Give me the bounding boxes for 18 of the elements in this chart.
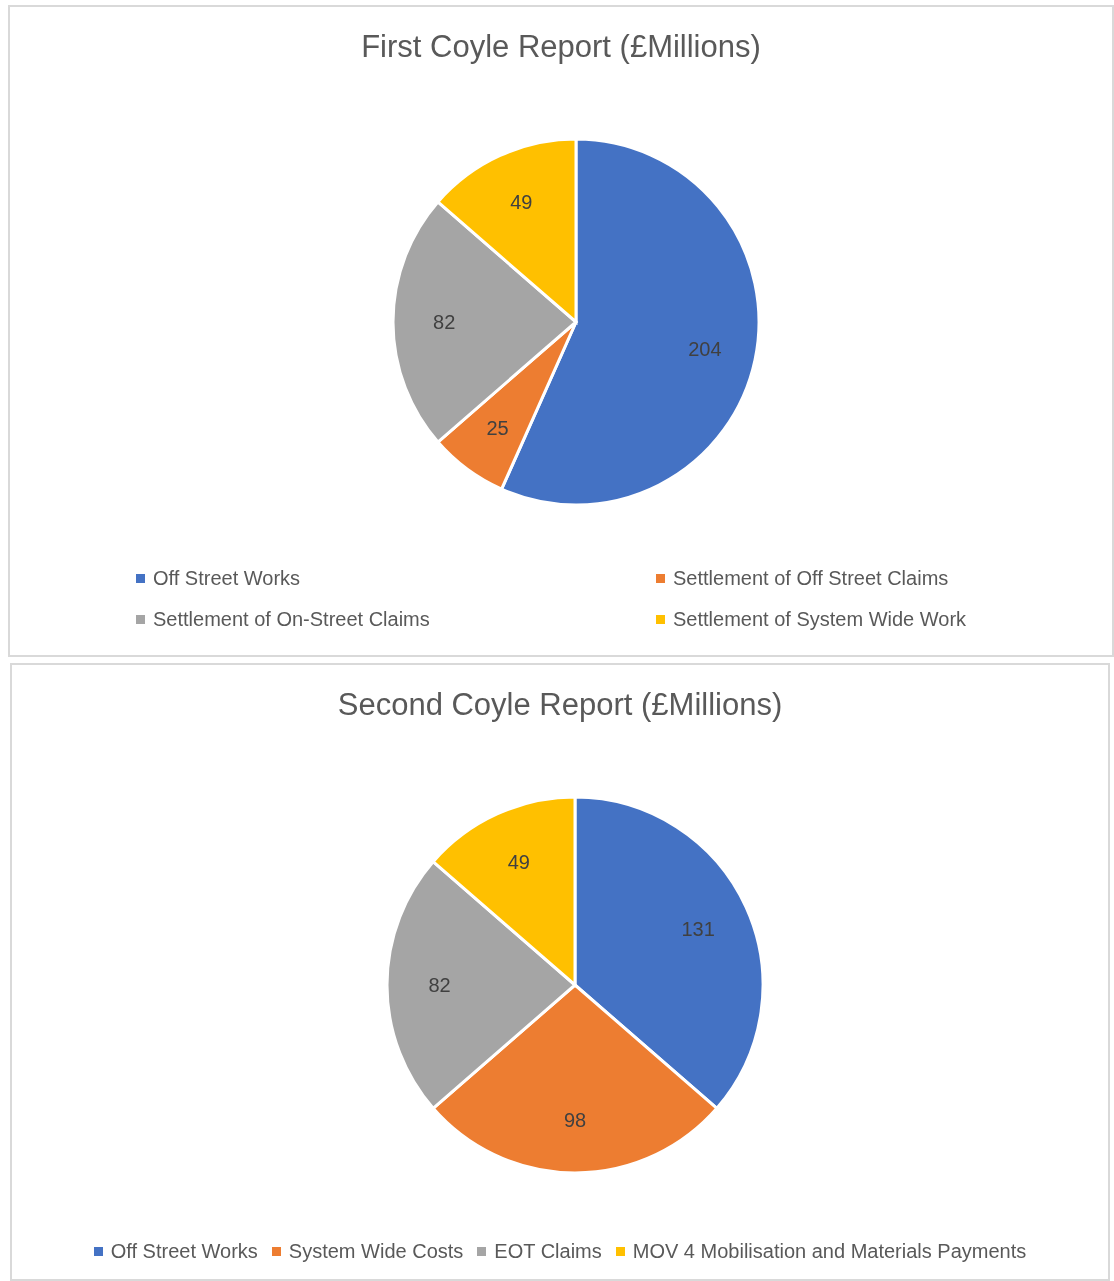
data-label: 82 [433,311,456,333]
data-label: 82 [428,974,451,996]
legend-label: Settlement of Off Street Claims [673,567,949,590]
legend-label: Settlement of System Wide Work [673,608,967,631]
legend-label: System Wide Costs [288,1240,464,1263]
chart-title: Second Coyle Report (£Millions) [336,687,784,723]
data-label: 49 [507,850,530,873]
data-label: 49 [510,191,533,214]
legend-label: MOV 4 Mobilisation and Materials Payments [632,1240,1027,1263]
legend-label: Off Street Works [153,567,301,590]
data-label: 25 [486,416,509,439]
data-label: 204 [688,338,722,361]
chart-title: First Coyle Report (£Millions) [360,29,762,65]
legend-label: EOT Claims [494,1240,602,1263]
legend-label: Settlement of On-Street Claims [153,608,430,631]
data-label: 98 [563,1109,587,1132]
data-label: 131 [681,917,715,940]
legend-label: Off Street Works [110,1240,258,1263]
